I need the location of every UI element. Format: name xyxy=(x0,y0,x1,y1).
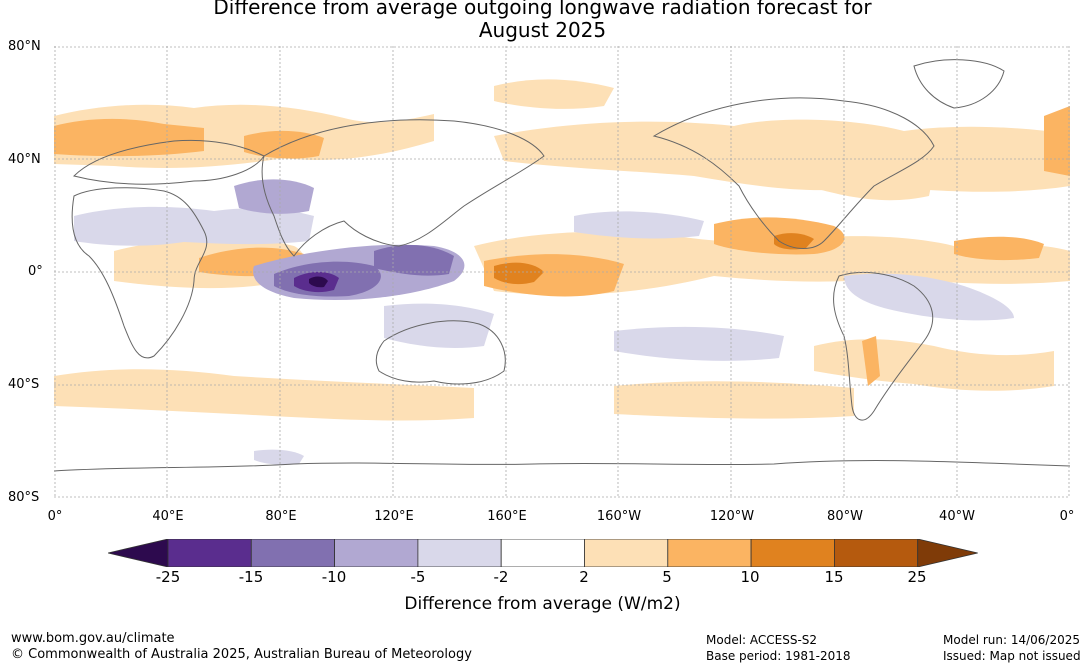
footer-model: Model: ACCESS-S2 xyxy=(706,633,818,647)
legend-tick: -2 xyxy=(493,568,509,586)
footer-model-run: Model run: 14/06/2025 xyxy=(943,633,1081,647)
lon-label-40w: 40°W xyxy=(939,509,975,524)
colorbar-swatches xyxy=(108,539,978,567)
coastlines xyxy=(54,59,1070,472)
lon-label-120w: 120°W xyxy=(709,509,755,524)
colorbar-swatch xyxy=(500,539,585,567)
lon-label-160e: 160°E xyxy=(487,509,527,524)
lat-label-0: 0° xyxy=(28,264,43,279)
footer-base-period: Base period: 1981-2018 xyxy=(706,649,851,663)
lat-label-80n: 80°N xyxy=(8,39,41,54)
colorbar-swatch xyxy=(334,539,419,567)
colorbar-swatch xyxy=(584,539,669,567)
legend-label: Difference from average (W/m2) xyxy=(404,594,681,614)
legend-tick: -5 xyxy=(410,568,426,586)
lon-label-120e: 120°E xyxy=(374,509,414,524)
colorbar-swatch xyxy=(167,539,252,567)
footer-url[interactable]: www.bom.gov.au/climate xyxy=(11,631,175,646)
legend-tick: 5 xyxy=(662,568,672,586)
legend-tick: 2 xyxy=(579,568,589,586)
colorbar xyxy=(108,539,978,567)
anomaly-shading xyxy=(54,79,1070,465)
map-canvas xyxy=(54,46,1070,498)
lat-label-40s: 40°S xyxy=(8,377,40,392)
colorbar-swatch xyxy=(417,539,502,567)
lon-label-80e: 80°E xyxy=(265,509,297,524)
legend-tick: -15 xyxy=(238,568,264,586)
map-title: Difference from average outgoing longwav… xyxy=(0,0,1085,42)
footer-copyright: © Commonwealth of Australia 2025, Austra… xyxy=(11,647,472,662)
footer-issued: Issued: Map not issued xyxy=(943,649,1081,663)
graticule xyxy=(54,46,1070,498)
lon-label-40e: 40°E xyxy=(152,509,184,524)
colorbar-arrow-low xyxy=(108,539,169,567)
colorbar-swatch xyxy=(750,539,835,567)
legend-tick: 25 xyxy=(907,568,927,586)
colorbar-swatch xyxy=(667,539,752,567)
colorbar-arrow-high xyxy=(917,539,978,567)
lon-label-80w: 80°W xyxy=(827,509,863,524)
lat-label-40n: 40°N xyxy=(8,152,41,167)
title-line-1: Difference from average outgoing longwav… xyxy=(213,0,872,19)
legend-tick: 10 xyxy=(740,568,760,586)
anomaly-map[interactable] xyxy=(54,46,1070,498)
legend-tick: -25 xyxy=(155,568,181,586)
lat-label-80s: 80°S xyxy=(8,490,40,505)
legend-tick: 15 xyxy=(824,568,844,586)
colorbar-swatch xyxy=(834,539,919,567)
lon-label-160w: 160°W xyxy=(596,509,642,524)
title-line-2: August 2025 xyxy=(478,18,607,42)
lon-label-0: 0° xyxy=(47,509,63,524)
colorbar-swatch xyxy=(250,539,336,567)
legend-tick: -10 xyxy=(321,568,347,586)
lon-label-0-right: 0° xyxy=(1059,509,1075,524)
